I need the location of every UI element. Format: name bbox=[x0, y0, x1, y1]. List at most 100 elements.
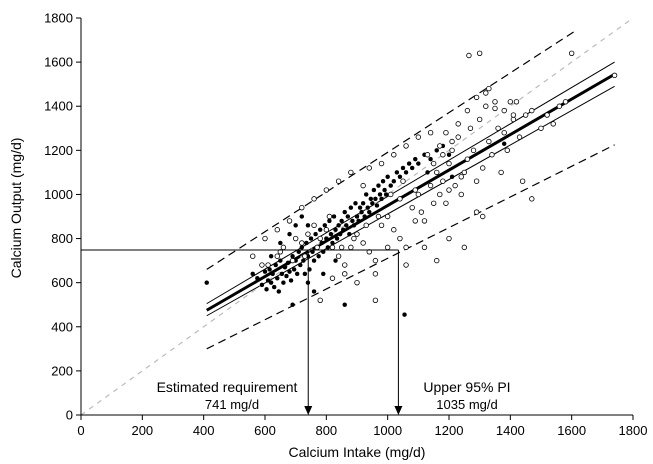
point-open bbox=[378, 160, 385, 167]
point-open bbox=[391, 227, 397, 233]
point-filled bbox=[319, 240, 324, 246]
point-filled bbox=[294, 271, 300, 277]
point-open bbox=[449, 138, 455, 145]
point-filled bbox=[322, 223, 328, 228]
ticks-layer: 0 200 400 600 800 1000 1200 1400 1600 1800 0 200 400… bbox=[44, 11, 647, 439]
point-open bbox=[366, 165, 372, 171]
point-open bbox=[443, 200, 449, 206]
point-filled bbox=[501, 141, 507, 146]
point-filled bbox=[311, 289, 317, 294]
point-open bbox=[458, 174, 464, 180]
point-filled bbox=[370, 201, 375, 206]
point-filled bbox=[299, 214, 305, 219]
point-open bbox=[323, 187, 330, 193]
point-filled bbox=[406, 161, 412, 166]
point-open bbox=[501, 107, 507, 114]
point-open bbox=[437, 191, 443, 198]
y-tick-label: 1800 bbox=[44, 11, 73, 26]
point-open bbox=[421, 244, 428, 251]
point-filled bbox=[313, 231, 318, 237]
point-open bbox=[529, 196, 535, 202]
point-open bbox=[513, 99, 520, 105]
point-filled bbox=[428, 156, 433, 162]
point-filled bbox=[268, 253, 274, 259]
point-filled bbox=[259, 282, 265, 288]
point-open bbox=[466, 52, 472, 59]
point-filled bbox=[311, 258, 317, 263]
point-open bbox=[342, 262, 348, 268]
x-tick-label: 400 bbox=[193, 423, 215, 438]
point-open bbox=[326, 213, 333, 220]
y-tick-label: 1000 bbox=[44, 187, 73, 202]
point-open bbox=[311, 196, 317, 202]
y-tick-label: 1600 bbox=[44, 55, 73, 70]
point-open bbox=[473, 209, 480, 215]
point-open bbox=[388, 191, 394, 198]
point-open bbox=[529, 107, 535, 114]
point-filled bbox=[279, 271, 285, 277]
point-filled bbox=[328, 231, 334, 237]
point-filled bbox=[334, 236, 340, 241]
point-open bbox=[519, 178, 526, 184]
point-open bbox=[259, 262, 265, 268]
point-filled bbox=[285, 260, 291, 266]
point-filled bbox=[299, 245, 305, 250]
point-filled bbox=[290, 302, 295, 307]
point-open bbox=[449, 147, 455, 154]
point-open bbox=[351, 235, 357, 242]
annotation-upper-label: Upper 95% PI bbox=[423, 379, 510, 395]
point-filled bbox=[342, 302, 347, 307]
point-open bbox=[372, 257, 379, 264]
point-filled bbox=[394, 170, 400, 175]
point-filled bbox=[365, 205, 370, 210]
point-filled bbox=[333, 227, 338, 232]
point-filled bbox=[383, 192, 389, 197]
point-filled bbox=[250, 271, 255, 277]
point-filled bbox=[382, 187, 387, 193]
point-filled bbox=[308, 236, 314, 241]
point-filled bbox=[347, 231, 352, 237]
point-open bbox=[427, 129, 434, 136]
point-open bbox=[363, 222, 369, 229]
point-open bbox=[354, 231, 360, 237]
point-filled bbox=[291, 267, 297, 272]
point-filled bbox=[287, 269, 292, 274]
point-filled bbox=[400, 165, 406, 171]
point-filled bbox=[373, 196, 378, 202]
point-open bbox=[455, 121, 461, 127]
point-open bbox=[348, 244, 354, 251]
line-pi-upper bbox=[206, 30, 576, 270]
point-open bbox=[412, 218, 418, 224]
point-open bbox=[305, 231, 311, 237]
point-open bbox=[443, 129, 449, 136]
x-tick-label: 1600 bbox=[557, 423, 586, 438]
point-filled bbox=[354, 214, 360, 219]
point-open bbox=[262, 235, 268, 242]
point-filled bbox=[270, 271, 275, 277]
point-open bbox=[354, 279, 360, 286]
point-filled bbox=[298, 262, 303, 268]
point-open bbox=[440, 152, 446, 158]
point-filled bbox=[267, 267, 272, 272]
point-open bbox=[384, 244, 391, 251]
point-open bbox=[348, 169, 354, 176]
point-filled bbox=[278, 258, 283, 263]
point-open bbox=[311, 222, 317, 229]
point-open bbox=[492, 105, 498, 112]
point-filled bbox=[275, 276, 280, 281]
point-filled bbox=[339, 218, 344, 224]
point-filled bbox=[324, 236, 329, 241]
point-open bbox=[486, 85, 492, 92]
point-open bbox=[470, 147, 477, 154]
point-open bbox=[446, 187, 452, 193]
point-filled bbox=[204, 280, 209, 285]
point-filled bbox=[337, 231, 343, 237]
point-open bbox=[302, 253, 308, 259]
point-filled bbox=[348, 205, 354, 210]
point-open bbox=[274, 227, 280, 233]
point-filled bbox=[284, 273, 289, 279]
point-open bbox=[277, 249, 284, 255]
point-open bbox=[415, 134, 422, 140]
x-tick-label: 1800 bbox=[619, 423, 648, 438]
